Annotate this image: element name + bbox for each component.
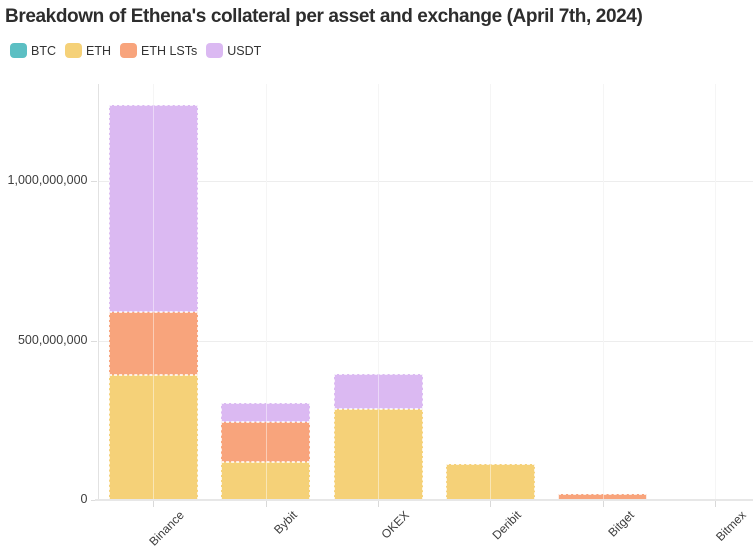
gridline-overlay-bitget: [602, 84, 604, 500]
x-axis-label-bybit: Bybit: [270, 508, 300, 537]
chart-title: Breakdown of Ethena's collateral per ass…: [5, 6, 643, 27]
bar-segment-eth-lsts-bybit: [221, 421, 311, 463]
gridline-overlay-deribit: [490, 84, 492, 500]
bar-segment-usdt-okex: [333, 373, 423, 410]
gridline-overlay-binance: [153, 84, 155, 500]
x-axis-tick-bybit: [265, 501, 267, 507]
x-axis-tick-okex: [378, 501, 379, 507]
legend-item-btc: BTC: [10, 43, 56, 58]
x-axis-label-bitmex: Bitmex: [713, 508, 749, 544]
gridline-overlay-bybit: [265, 84, 267, 500]
gridline-x-bitget: [602, 84, 604, 500]
bar-segment-eth-deribit: [445, 464, 535, 500]
bar-segment-usdt-bybit: [221, 402, 311, 422]
x-axis-tick-bitmex: [715, 501, 717, 507]
y-axis-tick: [90, 500, 97, 501]
x-axis-tick-deribit: [490, 501, 492, 507]
legend-swatch-eth: [65, 43, 82, 58]
gridline-x-okex: [378, 84, 379, 500]
legend-item-usdt: USDT: [206, 43, 261, 58]
bar-segment-eth-binance: [108, 374, 198, 500]
x-axis-tick-bitget: [602, 501, 604, 507]
y-axis-tick: [90, 340, 97, 342]
gridline-y-1000000000: [97, 181, 753, 182]
y-axis-label-500000000: 500,000,000: [17, 332, 88, 347]
legend-label: ETH: [86, 43, 111, 58]
legend-swatch-eth-lsts: [120, 43, 137, 58]
x-axis-label-okex: OKEX: [378, 508, 412, 542]
legend-swatch-usdt: [206, 43, 224, 58]
x-axis-tick-binance: [153, 501, 155, 507]
gridline-x-deribit: [490, 84, 492, 500]
x-axis-label-bitget: Bitget: [604, 508, 637, 540]
x-axis-label-deribit: Deribit: [489, 508, 525, 543]
bar-segment-usdt-binance: [108, 105, 198, 312]
gridline-x-bitmex: [715, 84, 717, 500]
x-axis-baseline: [94, 499, 753, 501]
x-axis-label-binance: Binance: [146, 508, 188, 549]
bar-segment-eth-bybit: [221, 462, 311, 500]
bar-segment-eth-lsts-binance: [108, 311, 198, 375]
y-axis-tick: [90, 181, 97, 182]
legend-label: USDT: [227, 43, 262, 58]
y-axis-line: [97, 84, 99, 500]
gridline-overlay-bitmex: [715, 84, 717, 500]
gridline-x-bybit: [265, 84, 267, 500]
gridline-y-500000000: [97, 340, 753, 342]
y-axis-label-1000000000: 1,000,000,000: [7, 173, 88, 187]
gridline-overlay-okex: [378, 84, 379, 500]
legend-label: ETH LSTs: [141, 43, 198, 58]
bar-segment-eth-okex: [333, 409, 423, 500]
y-axis-label-0: 0: [80, 492, 88, 506]
legend-swatch-btc: [10, 43, 27, 58]
legend-item-eth-lsts: ETH LSTs: [120, 43, 197, 58]
legend-label: BTC: [31, 43, 56, 58]
legend: BTC ETH ETH LSTs USDT: [10, 43, 261, 58]
legend-item-eth: ETH: [65, 43, 111, 58]
